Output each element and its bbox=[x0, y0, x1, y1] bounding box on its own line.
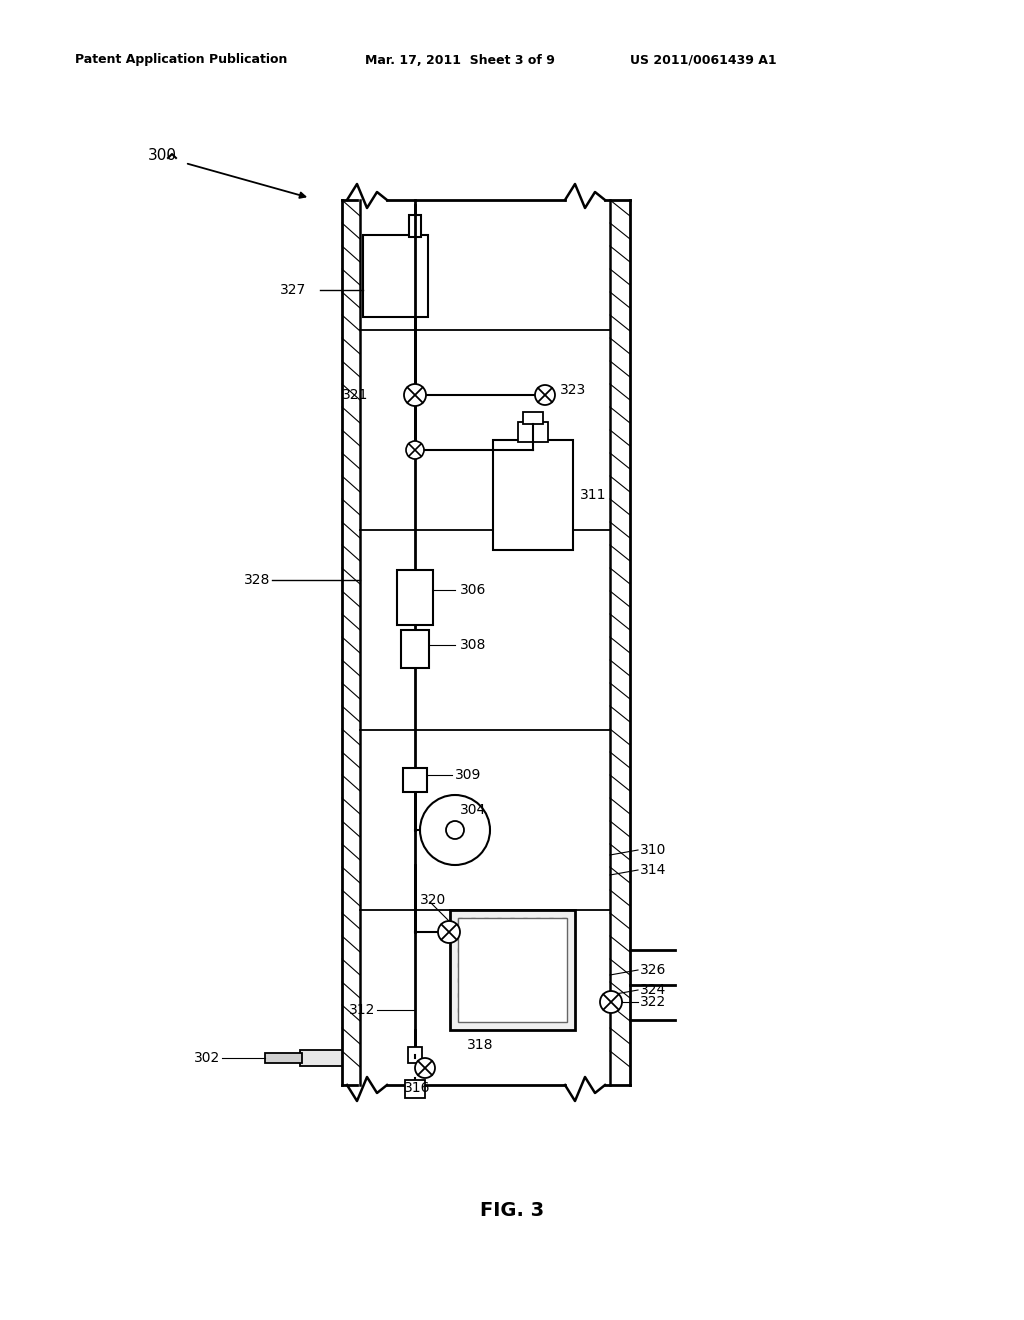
Text: 302: 302 bbox=[194, 1051, 220, 1065]
Circle shape bbox=[535, 385, 555, 405]
Text: 323: 323 bbox=[560, 383, 587, 397]
Text: 320: 320 bbox=[420, 894, 446, 907]
Circle shape bbox=[406, 441, 424, 459]
Bar bbox=[523, 412, 543, 424]
Bar bbox=[493, 440, 573, 550]
Text: Patent Application Publication: Patent Application Publication bbox=[75, 54, 288, 66]
Text: 328: 328 bbox=[244, 573, 270, 587]
Text: 327: 327 bbox=[280, 282, 306, 297]
Circle shape bbox=[420, 795, 490, 865]
Bar bbox=[401, 630, 429, 668]
Text: 310: 310 bbox=[640, 843, 667, 857]
Text: 321: 321 bbox=[342, 388, 368, 403]
Bar bbox=[409, 215, 421, 238]
Bar bbox=[518, 422, 548, 442]
Text: 314: 314 bbox=[640, 863, 667, 876]
Circle shape bbox=[446, 821, 464, 840]
Text: 306: 306 bbox=[460, 583, 486, 597]
Text: 312: 312 bbox=[348, 1003, 375, 1016]
Bar bbox=[458, 917, 567, 1022]
Bar bbox=[450, 909, 575, 1030]
Text: US 2011/0061439 A1: US 2011/0061439 A1 bbox=[630, 54, 776, 66]
Circle shape bbox=[438, 921, 460, 942]
Bar bbox=[362, 235, 428, 317]
Circle shape bbox=[415, 1059, 435, 1078]
Text: 311: 311 bbox=[580, 488, 606, 502]
Circle shape bbox=[404, 384, 426, 407]
Bar bbox=[408, 1047, 422, 1063]
Circle shape bbox=[600, 991, 622, 1012]
Bar bbox=[397, 570, 433, 624]
Text: 316: 316 bbox=[403, 1081, 430, 1096]
Bar bbox=[403, 768, 427, 792]
Bar bbox=[265, 1053, 302, 1063]
Text: 322: 322 bbox=[640, 995, 667, 1008]
Text: 309: 309 bbox=[455, 768, 481, 781]
Text: FIG. 3: FIG. 3 bbox=[480, 1200, 544, 1220]
Bar bbox=[406, 1080, 425, 1098]
Text: 304: 304 bbox=[460, 803, 486, 817]
Text: 318: 318 bbox=[467, 1038, 494, 1052]
Text: 324: 324 bbox=[640, 983, 667, 997]
Text: 326: 326 bbox=[640, 964, 667, 977]
Text: Mar. 17, 2011  Sheet 3 of 9: Mar. 17, 2011 Sheet 3 of 9 bbox=[365, 54, 555, 66]
Text: 300: 300 bbox=[148, 148, 177, 162]
Bar bbox=[300, 1049, 342, 1067]
Text: 308: 308 bbox=[460, 638, 486, 652]
